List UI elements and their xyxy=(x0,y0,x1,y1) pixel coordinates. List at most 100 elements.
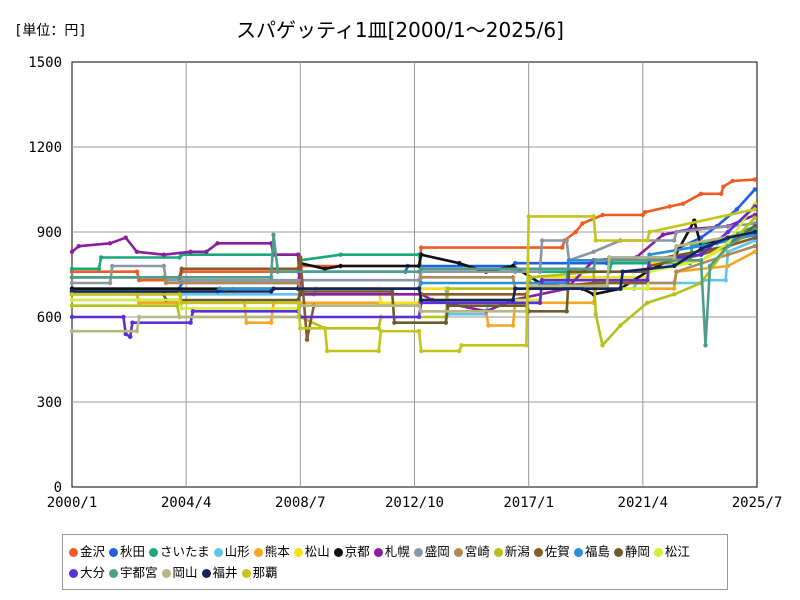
data-point xyxy=(69,314,75,320)
data-point xyxy=(730,178,735,184)
data-point xyxy=(416,286,422,291)
legend-label: 岡山 xyxy=(172,565,198,580)
data-point xyxy=(69,275,75,280)
data-point xyxy=(645,300,650,305)
legend-label: 盛岡 xyxy=(424,544,450,559)
legend-label: 福島 xyxy=(584,544,610,559)
data-point xyxy=(566,269,572,274)
data-point xyxy=(459,343,464,348)
data-point xyxy=(275,269,281,274)
legend-item: 岡山 xyxy=(161,562,198,583)
data-point xyxy=(591,249,596,254)
y-tick-label: 600 xyxy=(37,310,62,326)
x-tick-label: 2017/1 xyxy=(503,495,554,511)
data-point xyxy=(215,241,220,246)
data-point xyxy=(378,300,384,305)
data-point xyxy=(645,286,650,291)
data-point xyxy=(698,258,704,263)
data-point xyxy=(642,210,648,215)
data-point xyxy=(600,212,605,218)
data-point xyxy=(645,278,650,283)
data-point xyxy=(539,238,545,243)
data-point xyxy=(513,286,518,291)
unit-label: [単位：円] xyxy=(14,23,87,39)
data-point xyxy=(69,266,75,271)
data-point xyxy=(457,348,462,354)
x-tick-label: 2004/4 xyxy=(161,495,212,511)
legend-label: 宇都宮 xyxy=(120,565,158,580)
data-point xyxy=(672,280,677,286)
data-point xyxy=(752,207,757,212)
data-point xyxy=(137,314,142,320)
data-point xyxy=(271,232,276,237)
data-point xyxy=(719,191,724,196)
legend-marker-icon xyxy=(493,548,503,557)
legend-marker-icon xyxy=(241,569,251,578)
data-point xyxy=(593,258,598,263)
data-point xyxy=(69,292,75,297)
data-point xyxy=(672,238,677,243)
legend-label: 佐賀 xyxy=(544,544,570,559)
data-point xyxy=(322,266,328,271)
x-tick-label: 2025/7 xyxy=(732,495,783,511)
data-point xyxy=(573,229,578,235)
data-point xyxy=(698,191,704,196)
data-point xyxy=(389,289,395,294)
data-point xyxy=(591,214,596,219)
data-point xyxy=(564,309,569,314)
data-point xyxy=(295,280,301,286)
data-point xyxy=(725,263,731,269)
data-point xyxy=(69,297,75,303)
data-point xyxy=(188,249,193,254)
data-point xyxy=(419,245,424,250)
data-point xyxy=(204,249,209,254)
data-point xyxy=(591,266,596,271)
data-point xyxy=(419,275,424,280)
legend-item: 京都 xyxy=(333,541,370,562)
legend-label: 金沢 xyxy=(80,544,106,559)
data-point xyxy=(539,278,545,283)
data-point xyxy=(698,252,704,257)
data-point xyxy=(416,314,422,320)
x-tick-label: 2000/1 xyxy=(47,495,98,511)
legend-marker-icon xyxy=(201,569,211,578)
legend-item: さいたま xyxy=(149,541,210,562)
data-point xyxy=(177,292,182,297)
data-point xyxy=(457,261,462,266)
legend-label: さいたま xyxy=(160,544,210,559)
data-point xyxy=(298,289,303,294)
data-point xyxy=(752,215,757,220)
legend-item: 宮崎 xyxy=(453,541,490,562)
data-point xyxy=(674,269,679,274)
legend-label: 宮崎 xyxy=(464,544,490,559)
axis-layer: 0 300 600 900 1200 1500 2000/1 2004/4 2008/7 2012… xyxy=(28,55,782,511)
data-point xyxy=(445,303,451,308)
series-line xyxy=(72,208,756,353)
y-tick-label: 1200 xyxy=(28,140,62,156)
data-point xyxy=(190,309,196,314)
data-point xyxy=(161,263,166,269)
data-point xyxy=(392,320,397,325)
legend-item: 松山 xyxy=(293,541,330,562)
legend-item: 福井 xyxy=(201,562,238,583)
chart-title: スパゲッティ1皿[2000/1～2025/6] xyxy=(236,18,564,42)
legend-marker-icon xyxy=(613,548,623,557)
data-point xyxy=(134,329,140,334)
legend-marker-icon xyxy=(69,569,78,578)
data-point xyxy=(721,184,726,189)
legend-item: 佐賀 xyxy=(533,541,570,562)
legend-label: 福井 xyxy=(212,565,238,580)
legend-marker-icon xyxy=(533,548,543,557)
legend-item: 熊本 xyxy=(253,541,290,562)
data-point xyxy=(607,255,612,260)
legend-marker-icon xyxy=(109,548,119,557)
legend-marker-icon xyxy=(453,548,463,557)
legend-item: 新潟 xyxy=(493,541,530,562)
data-point xyxy=(298,255,303,260)
legend-label: 熊本 xyxy=(264,544,290,559)
data-point xyxy=(128,334,133,339)
data-point xyxy=(304,337,310,342)
data-point xyxy=(378,329,384,334)
legend-item: 福島 xyxy=(573,541,610,562)
